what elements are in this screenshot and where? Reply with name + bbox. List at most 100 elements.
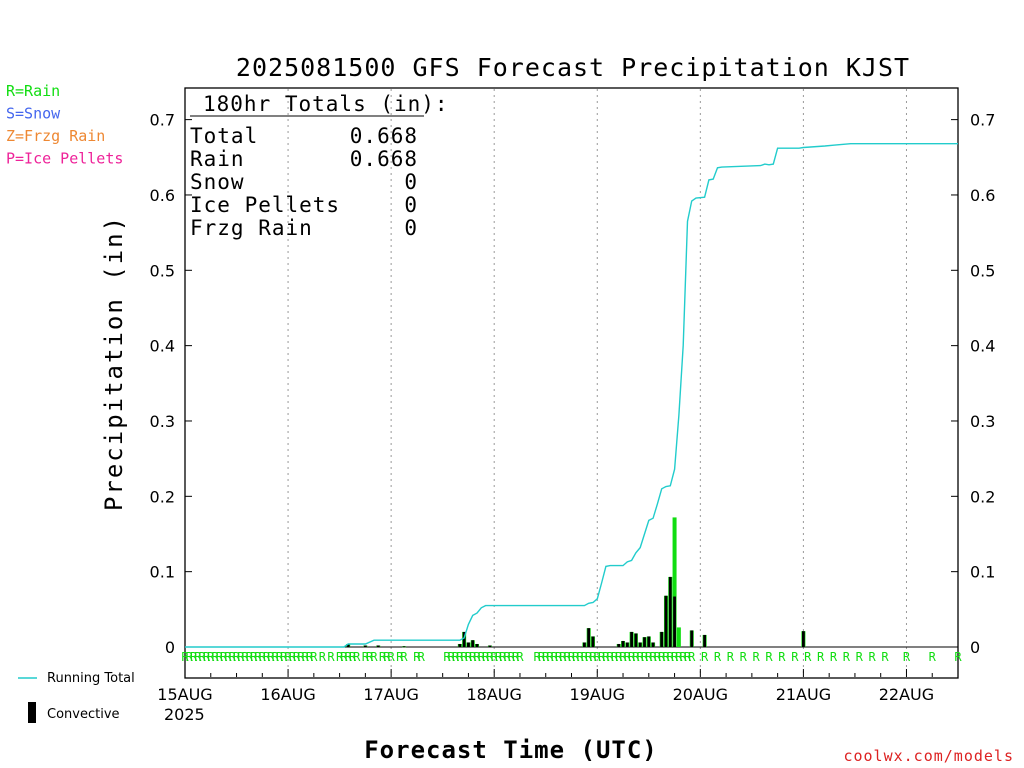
y-tick-label-right: 0.5 <box>970 261 995 280</box>
ptype-marker: R <box>546 650 554 664</box>
precip-bar <box>676 627 681 647</box>
y-tick-label-right: 0.3 <box>970 412 995 431</box>
ptype-marker: R <box>280 650 288 664</box>
ptype-marker: R <box>675 650 683 664</box>
ptype-marker: R <box>181 650 189 664</box>
ptype-marker: R <box>349 650 357 664</box>
y-tick-label-right: 0.2 <box>970 487 995 506</box>
ptype-marker: R <box>680 650 688 664</box>
ptype-marker: R <box>400 650 408 664</box>
convective-bar <box>582 642 586 647</box>
ptype-marker: R <box>306 650 314 664</box>
ptype-marker: R <box>645 650 653 664</box>
ptype-marker: R <box>534 650 542 664</box>
x-tick-label: 22AUG <box>879 685 934 704</box>
ptype-marker: R <box>263 650 271 664</box>
vertical-gridlines <box>287 89 907 677</box>
precip-type-legend-item: R=Rain <box>6 82 60 100</box>
ptype-marker: R <box>598 650 606 664</box>
y-tick-label: 0.2 <box>150 487 175 506</box>
ptype-marker: R <box>637 650 645 664</box>
x-tick-label: 21AUG <box>776 685 831 704</box>
ptype-marker: R <box>491 650 499 664</box>
ptype-marker: R <box>199 650 207 664</box>
series-legend-label: Running Total <box>47 671 135 686</box>
ptype-marker: R <box>448 650 456 664</box>
ptype-marker: R <box>216 650 224 664</box>
convective-bar <box>617 643 621 647</box>
ptype-marker: R <box>649 650 657 664</box>
ptype-marker: R <box>727 650 735 664</box>
ptype-marker: R <box>594 650 602 664</box>
ptype-marker: R <box>641 650 649 664</box>
totals-row-label: Total <box>190 124 258 148</box>
ptype-marker: R <box>469 650 477 664</box>
convective-bar <box>673 596 676 647</box>
ptype-marker: R <box>452 650 460 664</box>
ptype-marker: R <box>388 650 396 664</box>
convective-bar <box>643 637 646 647</box>
convective-legend-swatch <box>28 702 36 723</box>
totals-row-value: 0 <box>404 193 418 217</box>
ptype-marker: R <box>413 650 421 664</box>
ptype-marker: R <box>516 650 524 664</box>
y-tick-label: 0.4 <box>150 337 175 356</box>
x-axis-year: 2025 <box>164 705 205 724</box>
ptype-marker: R <box>473 650 481 664</box>
ptype-marker: R <box>319 650 327 664</box>
ptype-marker: R <box>632 650 640 664</box>
y-tick-label: 0.7 <box>150 111 175 130</box>
totals-box: 180hr Totals (in): Total 0.668 Rain 0.668 Sno… <box>190 92 448 240</box>
y-tick-label-right: 0.4 <box>970 337 995 356</box>
y-tick-label-right: 0.1 <box>970 563 995 582</box>
precip-type-legend-item: S=Snow <box>6 105 61 123</box>
totals-row-label: Snow <box>190 170 245 194</box>
convective-bar <box>638 642 642 647</box>
ptype-marker: R <box>753 650 761 664</box>
ptype-marker: R <box>233 650 241 664</box>
running-total-line <box>185 142 958 648</box>
x-tick-label: 16AUG <box>260 685 315 704</box>
ptype-marker: R <box>564 650 572 664</box>
ptype-marker: R <box>954 650 962 664</box>
ptype-marker: R <box>272 650 280 664</box>
x-axis-label: Forecast Time (UTC) <box>364 736 658 764</box>
ptype-marker: R <box>512 650 520 664</box>
ptype-marker: R <box>362 650 370 664</box>
ptype-marker: R <box>340 650 348 664</box>
ptype-marker: R <box>224 650 232 664</box>
x-tick-label: 19AUG <box>570 685 625 704</box>
ptype-marker: R <box>289 650 297 664</box>
y-axis-label: Precipitation (in) <box>100 215 128 511</box>
ptype-marker: R <box>353 650 361 664</box>
ptype-marker: R <box>572 650 580 664</box>
ptype-marker: R <box>495 650 503 664</box>
ptype-marker: R <box>684 650 692 664</box>
y-tick-label: 0.6 <box>150 186 175 205</box>
ptype-marker: R <box>881 650 889 664</box>
ptype-marker: R <box>701 650 709 664</box>
y-tick-label-right: 0.7 <box>970 111 995 130</box>
series-legend-label: Convective <box>47 707 120 722</box>
ptype-marker: R <box>443 650 451 664</box>
ptype-marker: R <box>220 650 228 664</box>
x-tick-label: 15AUG <box>157 685 212 704</box>
y-axis-right: 0 0.1 0.2 0.3 0.4 0.5 0.6 0.7 <box>951 111 995 657</box>
ptype-marker: R <box>508 650 516 664</box>
precip-type-legend: R=Rain S=Snow Z=Frzg Rain P=Ice Pellets <box>6 82 123 168</box>
convective-bar <box>651 642 655 647</box>
convective-bar <box>462 631 466 647</box>
convective-bar <box>703 634 707 647</box>
ptype-marker: R <box>499 650 507 664</box>
y-tick-label: 0 <box>165 638 175 657</box>
ptype-marker: R <box>868 650 876 664</box>
ptype-marker: R <box>555 650 563 664</box>
plot-area-frame <box>184 87 959 679</box>
convective-bar <box>668 576 672 647</box>
ptype-marker: R <box>297 650 305 664</box>
ptype-marker: R <box>284 650 292 664</box>
ptype-marker: R <box>843 650 851 664</box>
ptype-marker: R <box>559 650 567 664</box>
ptype-marker: R <box>551 650 559 664</box>
